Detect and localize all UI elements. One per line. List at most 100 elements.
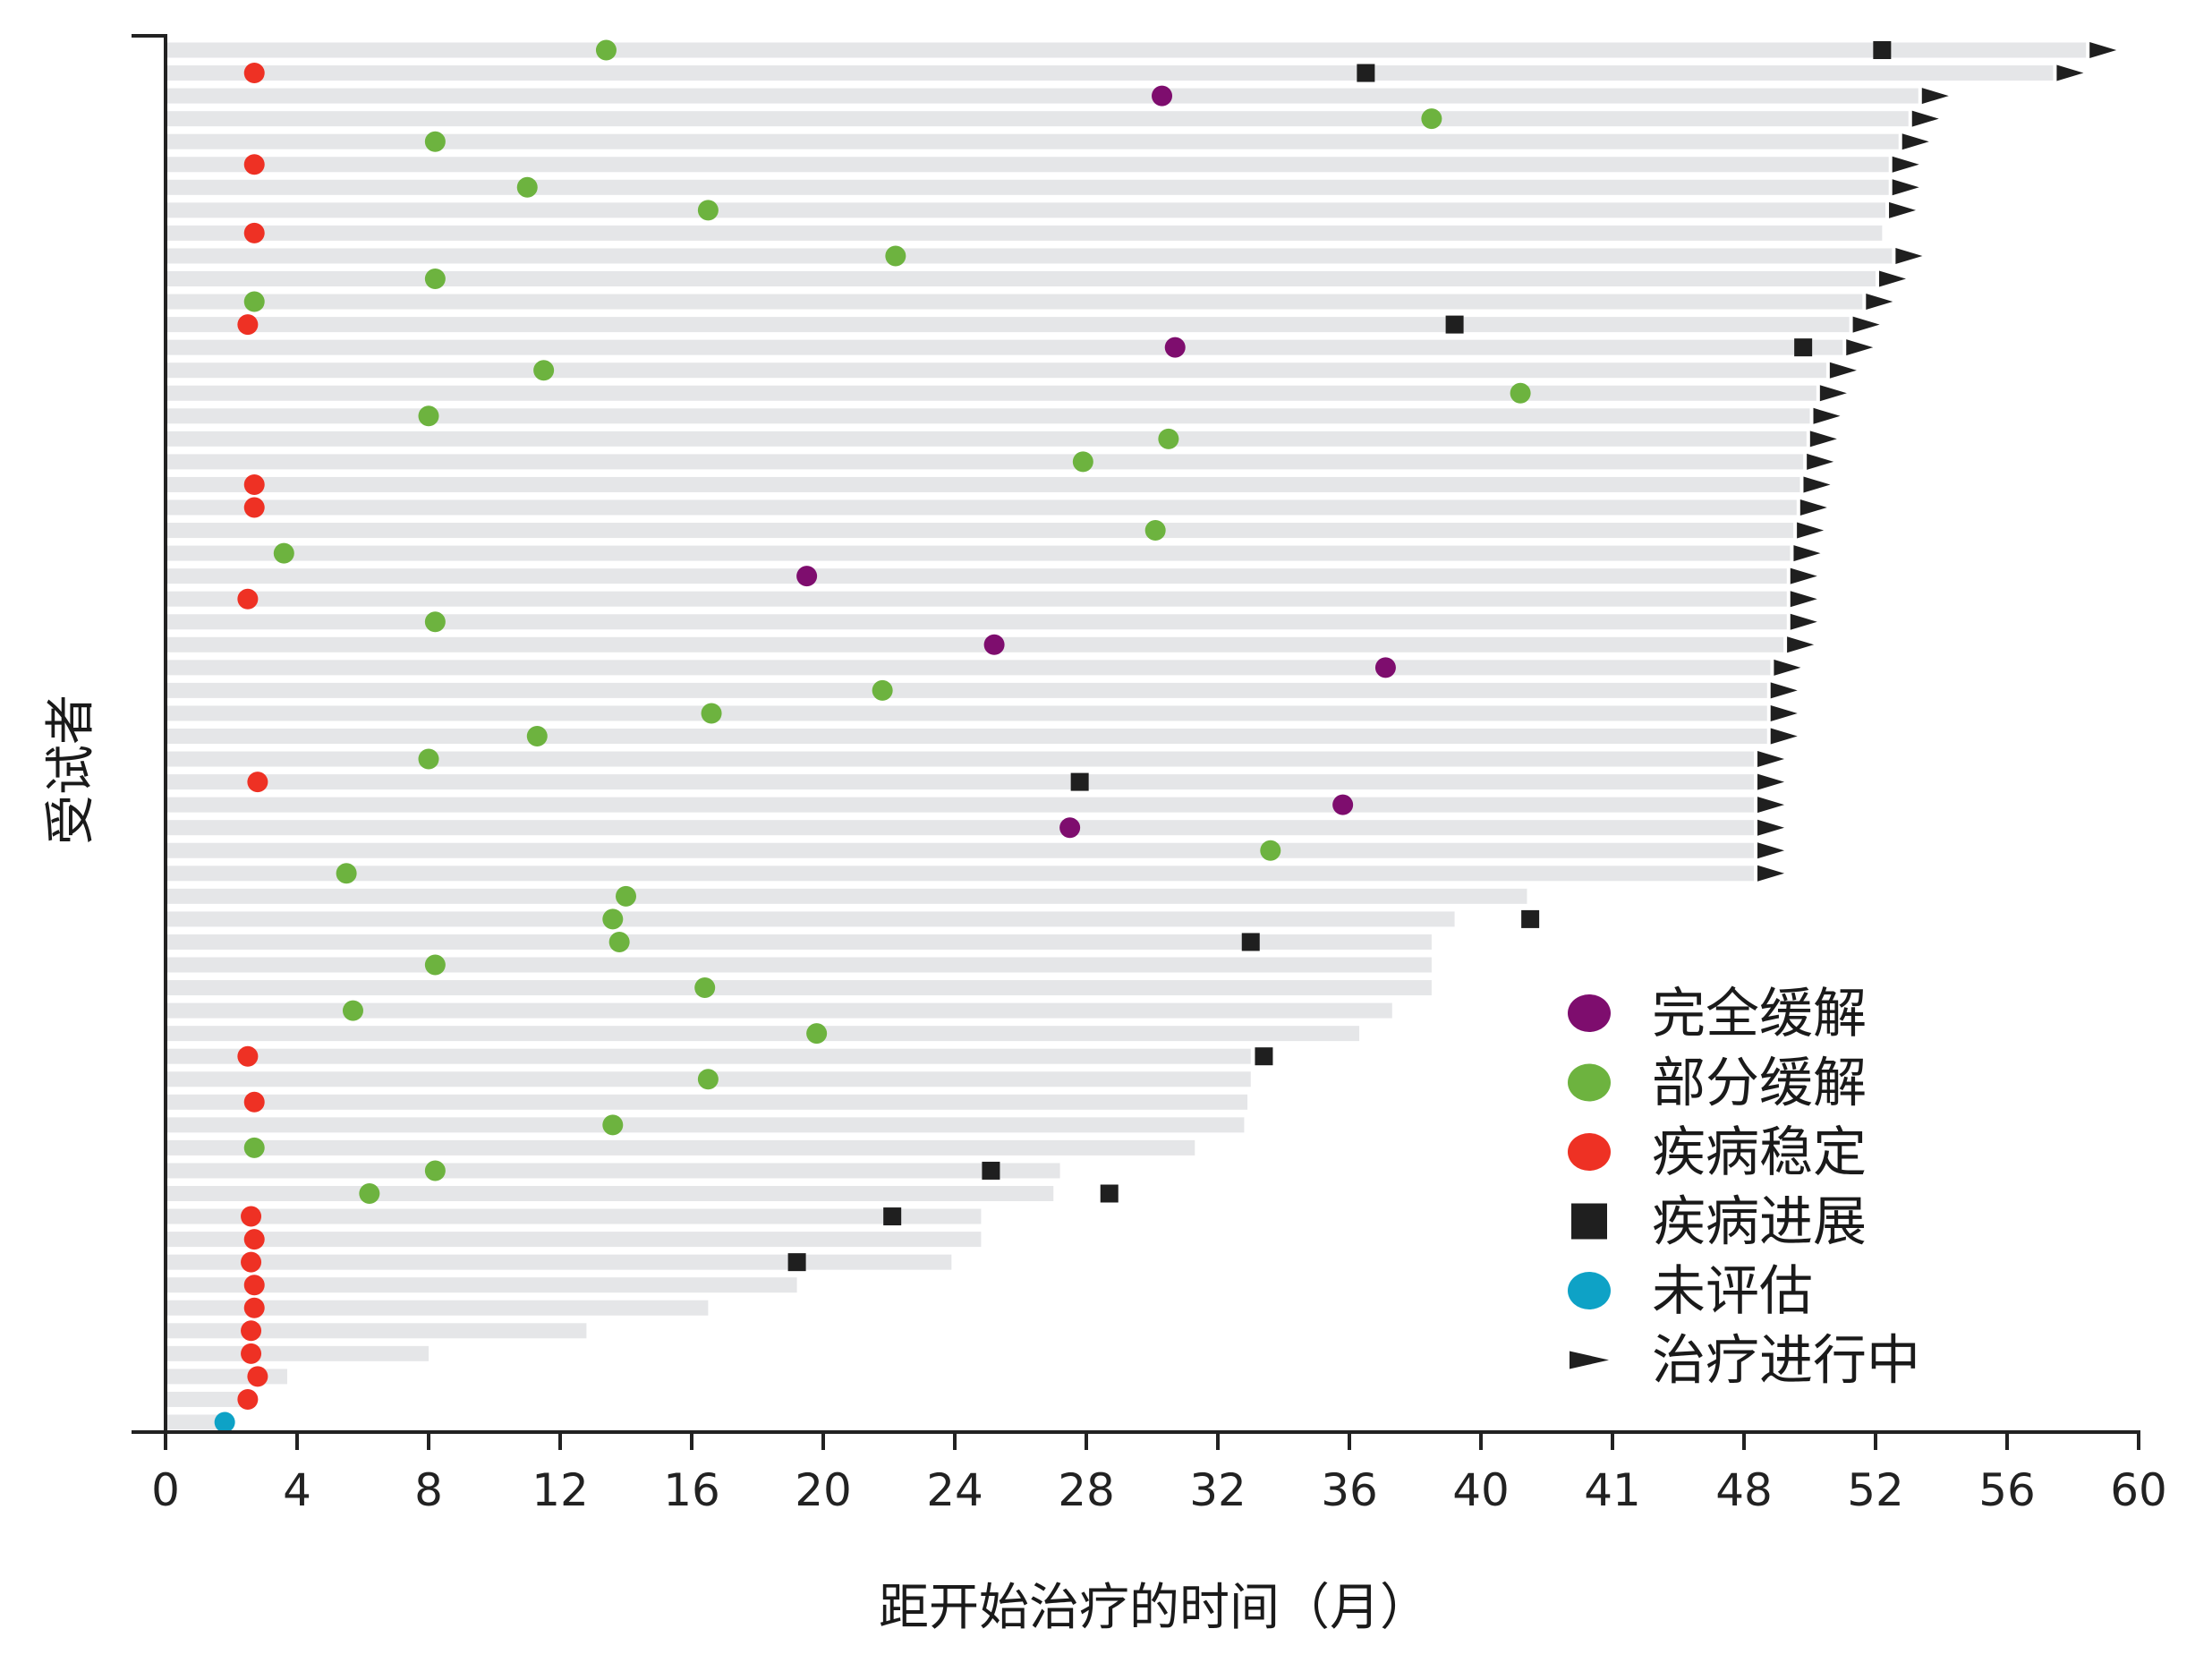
- subject-bar: [166, 1277, 797, 1293]
- progression-marker: [1357, 64, 1375, 82]
- partial-response-marker: [243, 1137, 265, 1158]
- subject-bar: [166, 431, 1807, 447]
- partial-response-marker: [701, 703, 722, 724]
- subject-bar: [166, 179, 1889, 195]
- partial-response-marker: [872, 679, 893, 701]
- ongoing-arrow: [1797, 522, 1825, 539]
- subject-bar: [166, 1048, 1251, 1064]
- subject-bar: [166, 133, 1899, 149]
- ongoing-arrow: [1757, 842, 1785, 859]
- x-tick-label: 56: [1978, 1464, 2036, 1516]
- partial-response-marker: [533, 360, 555, 381]
- partial-response-marker: [616, 885, 636, 907]
- subject-bar: [166, 1094, 1248, 1110]
- partial-response-marker: [697, 200, 719, 221]
- subject-bar: [166, 294, 1863, 310]
- ongoing-arrow: [1770, 728, 1798, 745]
- legend-label-complete-response: 完全缓解: [1652, 983, 1867, 1045]
- ongoing-arrow: [1757, 751, 1785, 768]
- stable-disease-marker: [237, 588, 259, 610]
- subject-bar: [166, 797, 1755, 813]
- ongoing-arrow: [1852, 316, 1880, 333]
- not-evaluated-marker: [214, 1411, 235, 1433]
- partial-response-marker: [595, 39, 617, 61]
- partial-response-marker: [697, 1069, 719, 1090]
- subject-bar: [166, 88, 1918, 104]
- complete-response-marker: [1374, 657, 1396, 678]
- stable-disease-marker: [247, 1366, 268, 1387]
- ongoing-arrow: [1901, 133, 1929, 150]
- x-tick-label: 48: [1715, 1464, 1773, 1516]
- x-tick-label: 24: [926, 1464, 983, 1516]
- progression-marker: [1521, 909, 1540, 928]
- subject-bar: [166, 339, 1843, 355]
- ongoing-arrow: [1790, 591, 1817, 608]
- ongoing-arrow: [1757, 819, 1785, 836]
- progression-marker: [1445, 315, 1464, 334]
- bars-layer: [166, 42, 2087, 1430]
- ongoing-arrow: [2056, 64, 2084, 81]
- progression-marker: [787, 1253, 806, 1272]
- stable-disease-marker: [243, 1091, 265, 1113]
- stable-disease-marker: [243, 1297, 265, 1318]
- subject-bar: [166, 934, 1432, 950]
- stable-disease-marker: [241, 1206, 262, 1227]
- subject-bar: [166, 1002, 1392, 1019]
- legend-marker-complete-response: [1568, 994, 1611, 1032]
- x-tick-label: 28: [1058, 1464, 1115, 1516]
- stable-disease-marker: [243, 154, 265, 175]
- subject-bar: [166, 1232, 982, 1248]
- progression-marker: [1100, 1184, 1119, 1203]
- ongoing-arrow: [1793, 545, 1821, 562]
- subject-bar: [166, 682, 1767, 698]
- subject-bar: [166, 614, 1787, 630]
- ongoing-arrow: [1846, 339, 1874, 356]
- subject-bar: [166, 957, 1432, 973]
- x-ticks: 0 4 8 12 16 20 24 28 32 36 40 41 48 52 56 60: [151, 1432, 2167, 1516]
- partial-response-marker: [1158, 428, 1179, 449]
- partial-response-marker: [342, 1000, 363, 1021]
- subject-bar: [166, 271, 1876, 286]
- legend-marker-progressive-disease: [1571, 1203, 1607, 1240]
- partial-response-marker: [602, 1114, 624, 1136]
- y-axis-title: 受试者: [42, 695, 100, 845]
- stable-disease-marker: [241, 1251, 262, 1273]
- partial-response-marker: [1260, 840, 1281, 861]
- subject-bar: [166, 362, 1826, 379]
- subject-bar: [166, 636, 1784, 652]
- subject-bar: [166, 1300, 709, 1316]
- subject-bar: [166, 568, 1787, 584]
- partial-response-marker: [526, 726, 548, 746]
- legend-marker-ongoing: [1570, 1351, 1609, 1369]
- ongoing-arrow: [1866, 294, 1893, 311]
- subject-bar: [166, 660, 1771, 676]
- ongoing-arrow: [1757, 865, 1785, 882]
- progression-marker: [982, 1161, 1000, 1180]
- ongoing-arrow: [2089, 42, 2117, 58]
- ongoing-arrow: [1757, 797, 1785, 814]
- ongoing-arrow: [1787, 636, 1815, 653]
- subject-bar: [166, 1323, 587, 1339]
- partial-response-marker: [516, 176, 538, 198]
- x-tick-label: 20: [795, 1464, 852, 1516]
- partial-response-marker: [424, 131, 446, 152]
- stable-disease-marker: [243, 497, 265, 518]
- partial-response-marker: [1072, 451, 1093, 473]
- partial-response-marker: [608, 931, 630, 952]
- partial-response-marker: [359, 1183, 380, 1204]
- subject-bar: [166, 408, 1810, 424]
- partial-response-marker: [1510, 382, 1531, 404]
- ongoing-arrow: [1892, 179, 1919, 196]
- subject-bar: [166, 1139, 1195, 1156]
- subject-bar: [166, 820, 1755, 836]
- stable-disease-marker: [243, 473, 265, 495]
- x-tick-label: 36: [1321, 1464, 1378, 1516]
- progression-marker: [883, 1207, 902, 1226]
- ongoing-arrow: [1813, 407, 1841, 424]
- partial-response-marker: [336, 863, 357, 884]
- ongoing-arrow: [1889, 201, 1917, 218]
- complete-response-marker: [1059, 817, 1081, 839]
- axes-layer: [132, 34, 2140, 1434]
- subject-bar: [166, 202, 1886, 218]
- legend-label-ongoing: 治疗进行中: [1652, 1330, 1920, 1393]
